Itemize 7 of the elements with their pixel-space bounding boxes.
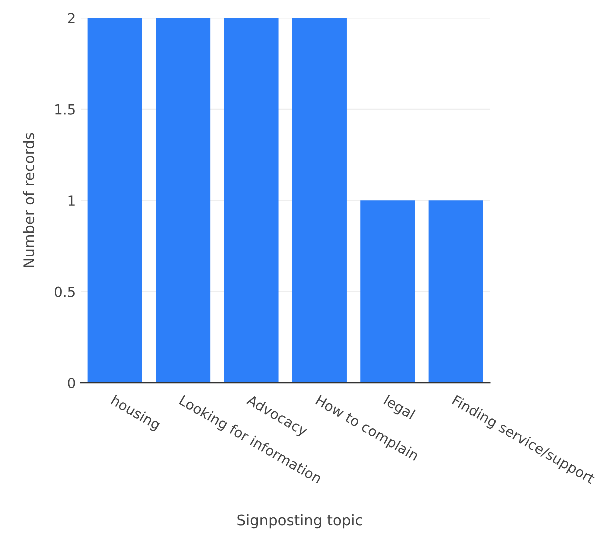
y-tick-label: 2 xyxy=(68,13,75,24)
y-axis-title: Number of records xyxy=(23,133,35,268)
y-tick-label: 1 xyxy=(68,196,75,206)
y-tick-label: 1.5 xyxy=(56,104,75,115)
y-tick-label: 0.5 xyxy=(54,286,75,298)
x-axis-title: Signposting topic xyxy=(238,514,362,529)
y-tick-label: 0 xyxy=(68,378,76,389)
